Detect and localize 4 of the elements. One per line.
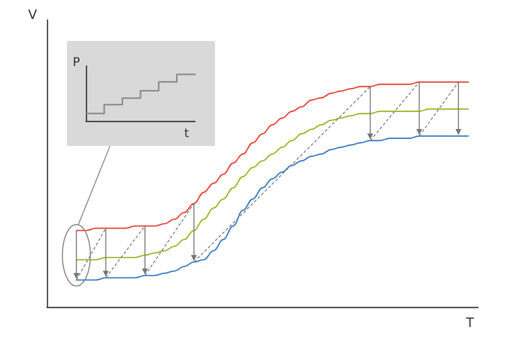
x-axis-title: T — [465, 316, 474, 331]
y-axis-title: V — [28, 8, 38, 23]
y-axis-title: P — [72, 55, 80, 69]
x-axis-title: t — [184, 126, 190, 140]
